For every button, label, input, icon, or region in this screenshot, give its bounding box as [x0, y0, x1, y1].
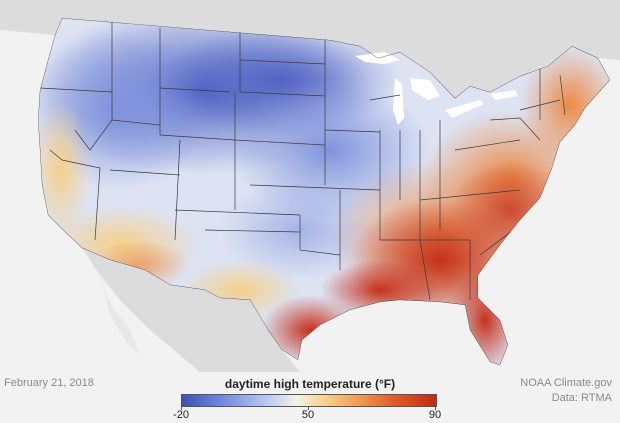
data-credit: Data: RTMA: [551, 392, 612, 404]
tick-mid: [308, 406, 309, 410]
tick-max: [435, 406, 436, 410]
legend-mid-label: 50: [301, 409, 315, 421]
legend-min-label: -20: [173, 409, 189, 421]
tick-min: [181, 406, 182, 410]
color-scale-bar: [181, 394, 437, 407]
legend-max-label: 90: [428, 409, 442, 421]
neighbor-land: [0, 0, 620, 372]
source-credit: NOAA Climate.gov: [520, 377, 612, 389]
legend-title: daytime high temperature (°F): [224, 377, 396, 391]
date-label: February 21, 2018: [4, 377, 94, 389]
